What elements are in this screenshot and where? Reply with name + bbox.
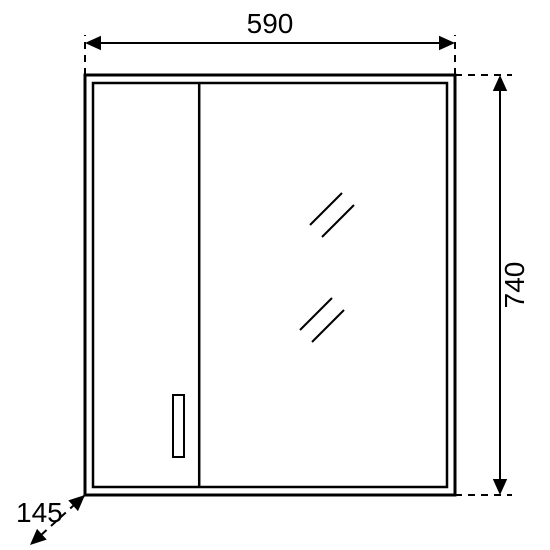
arrowhead bbox=[493, 75, 507, 91]
dim-width-label: 590 bbox=[247, 8, 294, 39]
cabinet-inner bbox=[93, 83, 447, 487]
dimension-diagram: 590 740 145 bbox=[0, 0, 550, 550]
arrowhead bbox=[85, 36, 101, 50]
dim-height-label: 740 bbox=[499, 262, 530, 309]
arrowhead bbox=[439, 36, 455, 50]
cabinet-outer bbox=[85, 75, 455, 495]
mirror-marks bbox=[300, 193, 354, 342]
dim-depth-label: 145 bbox=[16, 497, 63, 528]
door-handle bbox=[173, 395, 184, 457]
arrowhead bbox=[493, 479, 507, 495]
